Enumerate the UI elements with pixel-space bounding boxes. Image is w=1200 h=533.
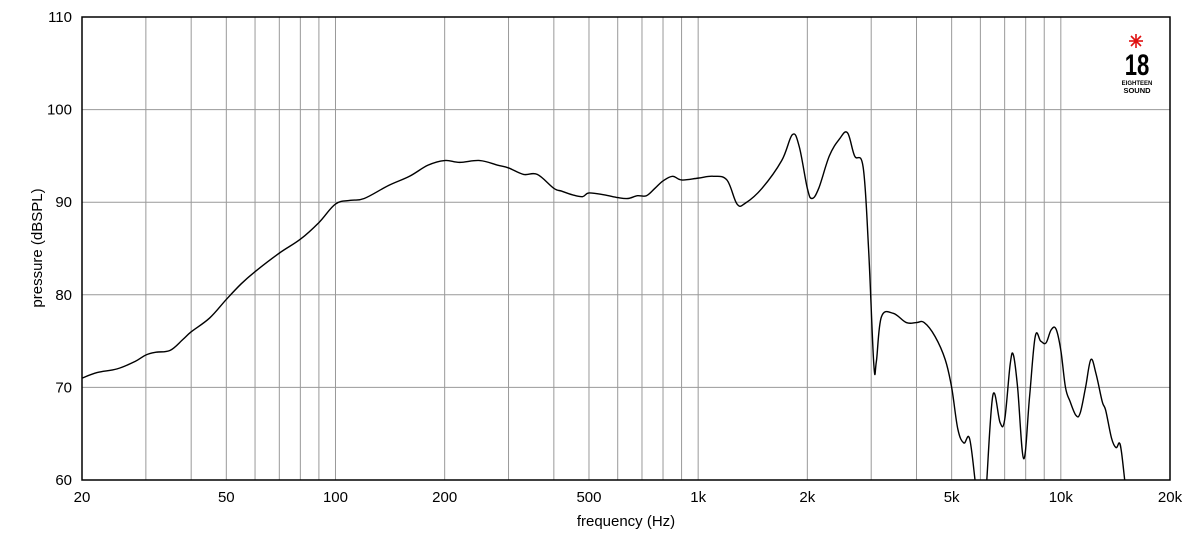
x-tick-label: 5k [944, 489, 960, 506]
x-tick-label: 20 [74, 489, 91, 506]
y-tick-label: 60 [55, 472, 72, 489]
x-tick-label: 50 [218, 489, 235, 506]
x-tick-label: 100 [323, 489, 348, 506]
x-tick-labels: 20 50 100 200 500 1k 2k 5k 10k 20k [74, 489, 1183, 506]
x-tick-label: 10k [1049, 489, 1074, 506]
x-tick-label: 2k [799, 489, 815, 506]
logo-number: 18 [1125, 48, 1150, 82]
y-tick-label: 100 [47, 102, 72, 119]
y-tick-label: 70 [55, 379, 72, 396]
y-tick-label: 90 [55, 194, 72, 211]
response-curve-segment-1 [81, 131, 976, 481]
x-tick-label: 1k [690, 489, 706, 506]
response-curve-segment-2 [986, 326, 1126, 481]
x-tick-label: 200 [432, 489, 457, 506]
x-axis-label: frequency (Hz) [577, 513, 675, 530]
star-icon [1129, 34, 1143, 48]
logo-line2: SOUND [1123, 86, 1151, 95]
plot-background [82, 17, 1170, 480]
eighteen-sound-logo: 18 EIGHTEEN SOUND [1122, 34, 1153, 95]
x-tick-label: 20k [1158, 489, 1183, 506]
series-group [81, 131, 1126, 481]
x-tick-label: 500 [576, 489, 601, 506]
y-tick-label: 110 [48, 9, 72, 26]
plot-frame [81, 16, 1171, 481]
y-tick-label: 80 [55, 287, 72, 304]
logo-line1: EIGHTEEN [1122, 81, 1153, 87]
y-tick-labels: 60 70 80 90 100 110 [47, 9, 72, 489]
y-axis-label: pressure (dBSPL) [29, 188, 46, 307]
grid-lines [82, 17, 1170, 480]
